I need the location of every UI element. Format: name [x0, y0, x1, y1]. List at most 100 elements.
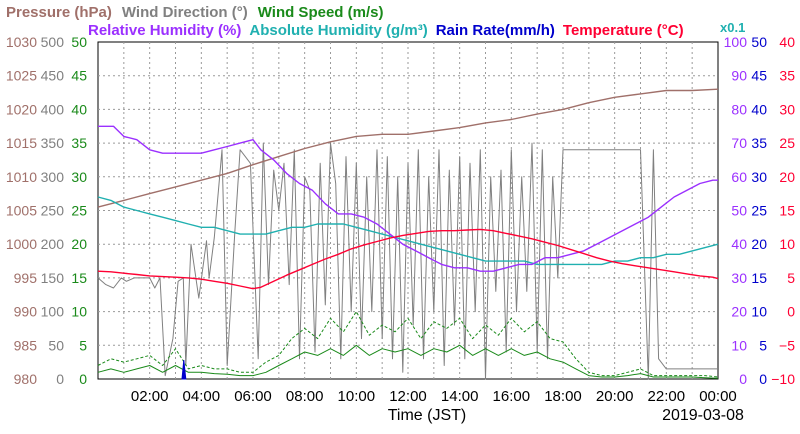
pressure-tick-label: 1010	[6, 169, 37, 185]
pressure-tick-label: 1020	[6, 101, 37, 117]
series-wind-speed-m-s-max	[97, 311, 719, 378]
legend-entry: Wind Speed (m/s)	[258, 4, 384, 21]
rain-rate-tick-label: 10	[751, 304, 767, 320]
legend-entry: Wind Direction (°)	[122, 4, 248, 21]
x-axis: 02:00 04:00 06:00 08:00 10:00 12:00 14:00 16:00…	[131, 388, 737, 405]
x-tick-label: 08:00	[286, 388, 324, 405]
header-row-1: Pressure (hPa) Wind Direction (°) Wind Spe…	[6, 4, 383, 21]
temperature-tick-label: 10	[779, 236, 795, 252]
series-layer	[97, 88, 719, 380]
humidity-tick-label: 0	[739, 371, 747, 387]
wind-speed-tick-label: 30	[71, 169, 87, 185]
left-axes: 1030102510201015101010051000995990985980…	[6, 34, 87, 387]
wind-direction-tick-label: 100	[41, 304, 65, 320]
pressure-tick-label: 990	[14, 304, 38, 320]
x-tick-label: 18:00	[544, 388, 582, 405]
pressure-tick-label: 1005	[6, 203, 37, 219]
series-rain-rate-mm-h	[181, 360, 187, 380]
pressure-tick-label: 985	[14, 337, 38, 353]
series-wind-speed-m-s	[97, 344, 719, 379]
x-tick-label: 04:00	[183, 388, 221, 405]
wind-speed-tick-label: 45	[71, 68, 87, 84]
rain-rate-tick-label: 15	[751, 270, 767, 286]
x-axis-label: Time (JST)	[388, 407, 467, 424]
series-wind-direction	[97, 142, 718, 380]
humidity-tick-label: 70	[731, 135, 747, 151]
x-tick-label: 22:00	[648, 388, 686, 405]
legend-entry: Relative Humidity (%)	[88, 22, 241, 39]
pressure-tick-label: 1030	[6, 34, 37, 50]
wind-speed-tick-label: 20	[71, 236, 87, 252]
rain-rate-tick-label: 50	[751, 34, 767, 50]
rain-rate-tick-label: 40	[751, 101, 767, 117]
rain-rate-tick-label: 35	[751, 135, 767, 151]
series-pressure-hpa	[97, 88, 719, 208]
rain-rate-tick-label: 45	[751, 68, 767, 84]
x-tick-label: 14:00	[441, 388, 479, 405]
pressure-tick-label: 1015	[6, 135, 37, 151]
right-axes: 1009080706050403020100504540353025201510…	[724, 34, 796, 387]
wind-direction-tick-label: 250	[41, 203, 65, 219]
temperature-tick-label: −10	[771, 371, 795, 387]
wind-direction-tick-label: 450	[41, 68, 65, 84]
x-tick-label: 20:00	[596, 388, 634, 405]
legend-entry: Temperature (°C)	[563, 22, 684, 39]
temperature-tick-label: 30	[779, 101, 795, 117]
chart-header: Pressure (hPa) Wind Direction (°) Wind Spe…	[6, 4, 745, 39]
x-tick-label: 16:00	[493, 388, 531, 405]
wind-speed-tick-label: 10	[71, 304, 87, 320]
wind-direction-tick-label: 400	[41, 101, 65, 117]
temperature-tick-label: 0	[787, 304, 795, 320]
wind-speed-tick-label: 5	[79, 337, 87, 353]
temperature-tick-label: 25	[779, 135, 795, 151]
humidity-tick-label: 30	[731, 270, 747, 286]
wind-speed-tick-label: 35	[71, 135, 87, 151]
humidity-tick-label: 20	[731, 304, 747, 320]
pressure-tick-label: 980	[14, 371, 38, 387]
humidity-tick-label: 80	[731, 101, 747, 117]
wind-speed-tick-label: 50	[71, 34, 87, 50]
x-tick-label: 06:00	[234, 388, 272, 405]
rain-rate-tick-label: 30	[751, 169, 767, 185]
wind-direction-tick-label: 300	[41, 169, 65, 185]
humidity-tick-label: 60	[731, 169, 747, 185]
series-absolute-humidity-x0-1	[97, 196, 719, 266]
temperature-tick-label: 35	[779, 68, 795, 84]
humidity-tick-label: 90	[731, 68, 747, 84]
wind-speed-tick-label: 0	[79, 371, 87, 387]
legend-entry: Pressure (hPa)	[6, 4, 112, 21]
series-temperature-c	[97, 228, 719, 290]
temperature-tick-label: 20	[779, 169, 795, 185]
rain-rate-tick-label: 25	[751, 203, 767, 219]
humidity-tick-label: 100	[724, 34, 748, 50]
rain-rate-tick-label: 5	[759, 337, 767, 353]
temperature-tick-label: 15	[779, 203, 795, 219]
wind-speed-tick-label: 40	[71, 101, 87, 117]
pressure-tick-label: 1025	[6, 68, 37, 84]
wind-direction-tick-label: 500	[41, 34, 65, 50]
wind-direction-tick-label: 0	[56, 371, 64, 387]
x-tick-label: 02:00	[131, 388, 169, 405]
wind-speed-tick-label: 15	[71, 270, 87, 286]
temperature-tick-label: 40	[779, 34, 795, 50]
legend-entry: Absolute Humidity (g/m³)	[249, 22, 427, 39]
humidity-tick-label: 50	[731, 203, 747, 219]
pressure-tick-label: 1000	[6, 236, 37, 252]
wind-direction-tick-label: 350	[41, 135, 65, 151]
humidity-tick-label: 40	[731, 236, 747, 252]
rain-rate-tick-label: 20	[751, 236, 767, 252]
header-row-2: Relative Humidity (%) Absolute Humidity (…	[88, 22, 684, 39]
temperature-tick-label: −5	[779, 337, 795, 353]
x-tick-label: 12:00	[389, 388, 427, 405]
wind-speed-tick-label: 25	[71, 203, 87, 219]
x-tick-label: 00:00	[699, 388, 737, 405]
wind-direction-tick-label: 50	[48, 337, 64, 353]
series-relative-humidity	[98, 125, 718, 272]
humidity-tick-label: 10	[731, 337, 747, 353]
legend-entry: Rain Rate(mm/h)	[436, 22, 555, 39]
wind-direction-tick-label: 200	[41, 236, 65, 252]
x-tick-label: 10:00	[338, 388, 376, 405]
multiplier-label: x0.1	[720, 20, 745, 35]
temperature-tick-label: 5	[787, 270, 795, 286]
